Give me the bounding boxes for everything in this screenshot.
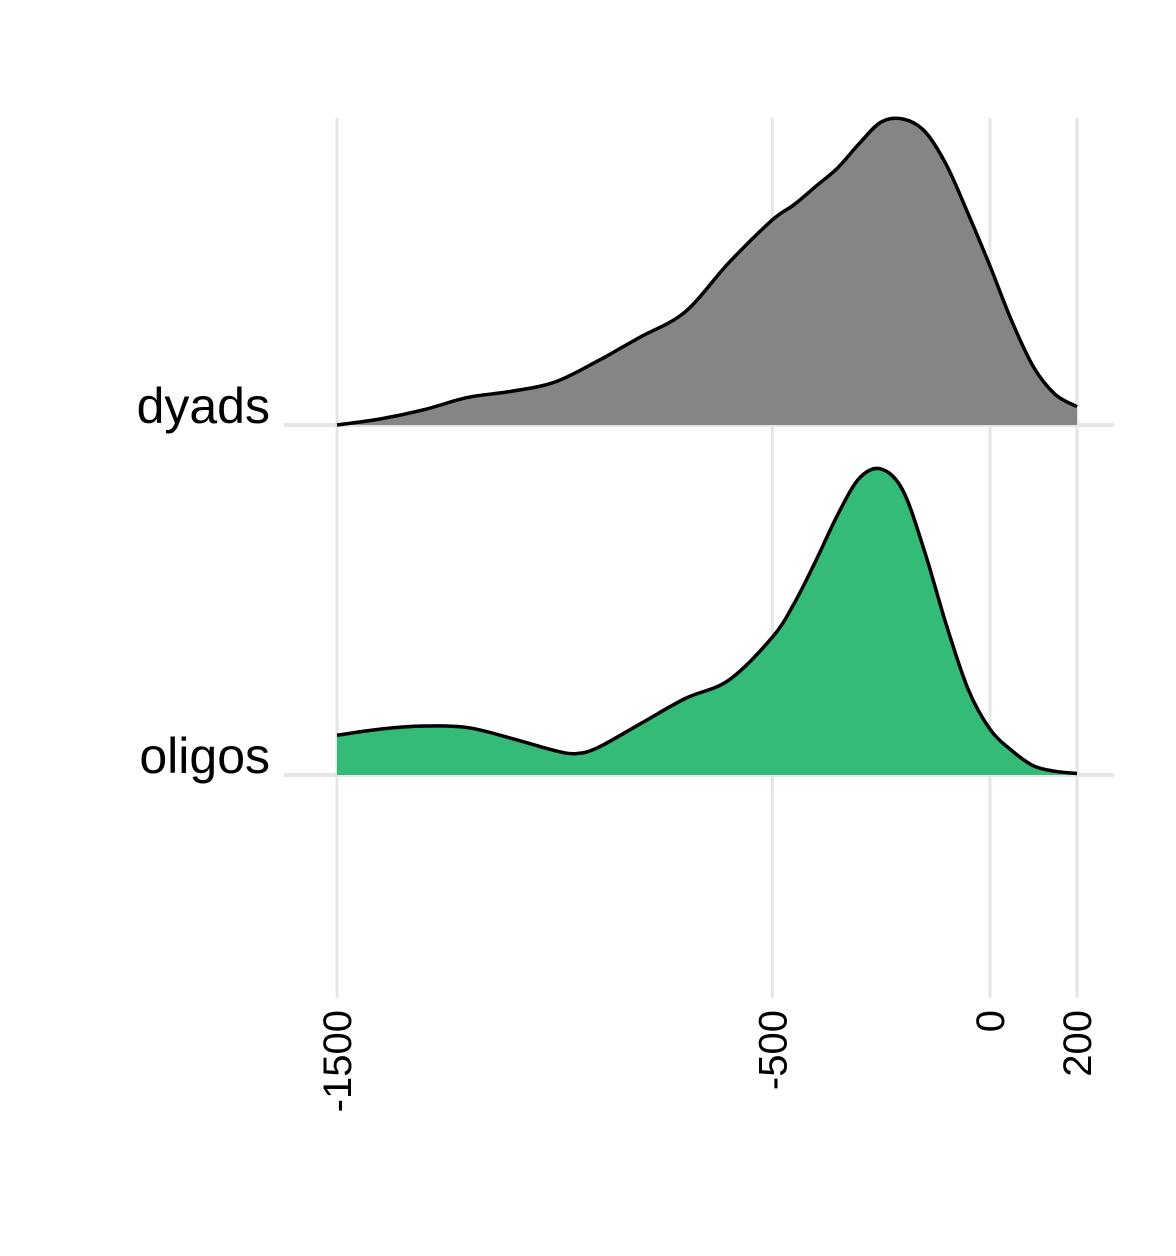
category-labels: dyads oligos (137, 378, 270, 784)
ridges (336, 116, 1078, 776)
x-tick-label-0: -1500 (316, 1010, 360, 1112)
category-label-oligos: oligos (139, 728, 270, 784)
x-tick-label-3: 200 (1056, 1010, 1100, 1077)
x-tick-labels: -1500 -500 0 200 (316, 1010, 1100, 1112)
ridge-fill-dyads (337, 118, 1077, 425)
x-tick-label-1: -500 (751, 1010, 795, 1090)
ridge-line-oligos (336, 466, 1078, 776)
x-tick-label-2: 0 (969, 1010, 1013, 1032)
ridge-fill-oligos (337, 468, 1077, 775)
category-label-dyads: dyads (137, 378, 270, 434)
ridge-line-dyads (336, 116, 1078, 427)
